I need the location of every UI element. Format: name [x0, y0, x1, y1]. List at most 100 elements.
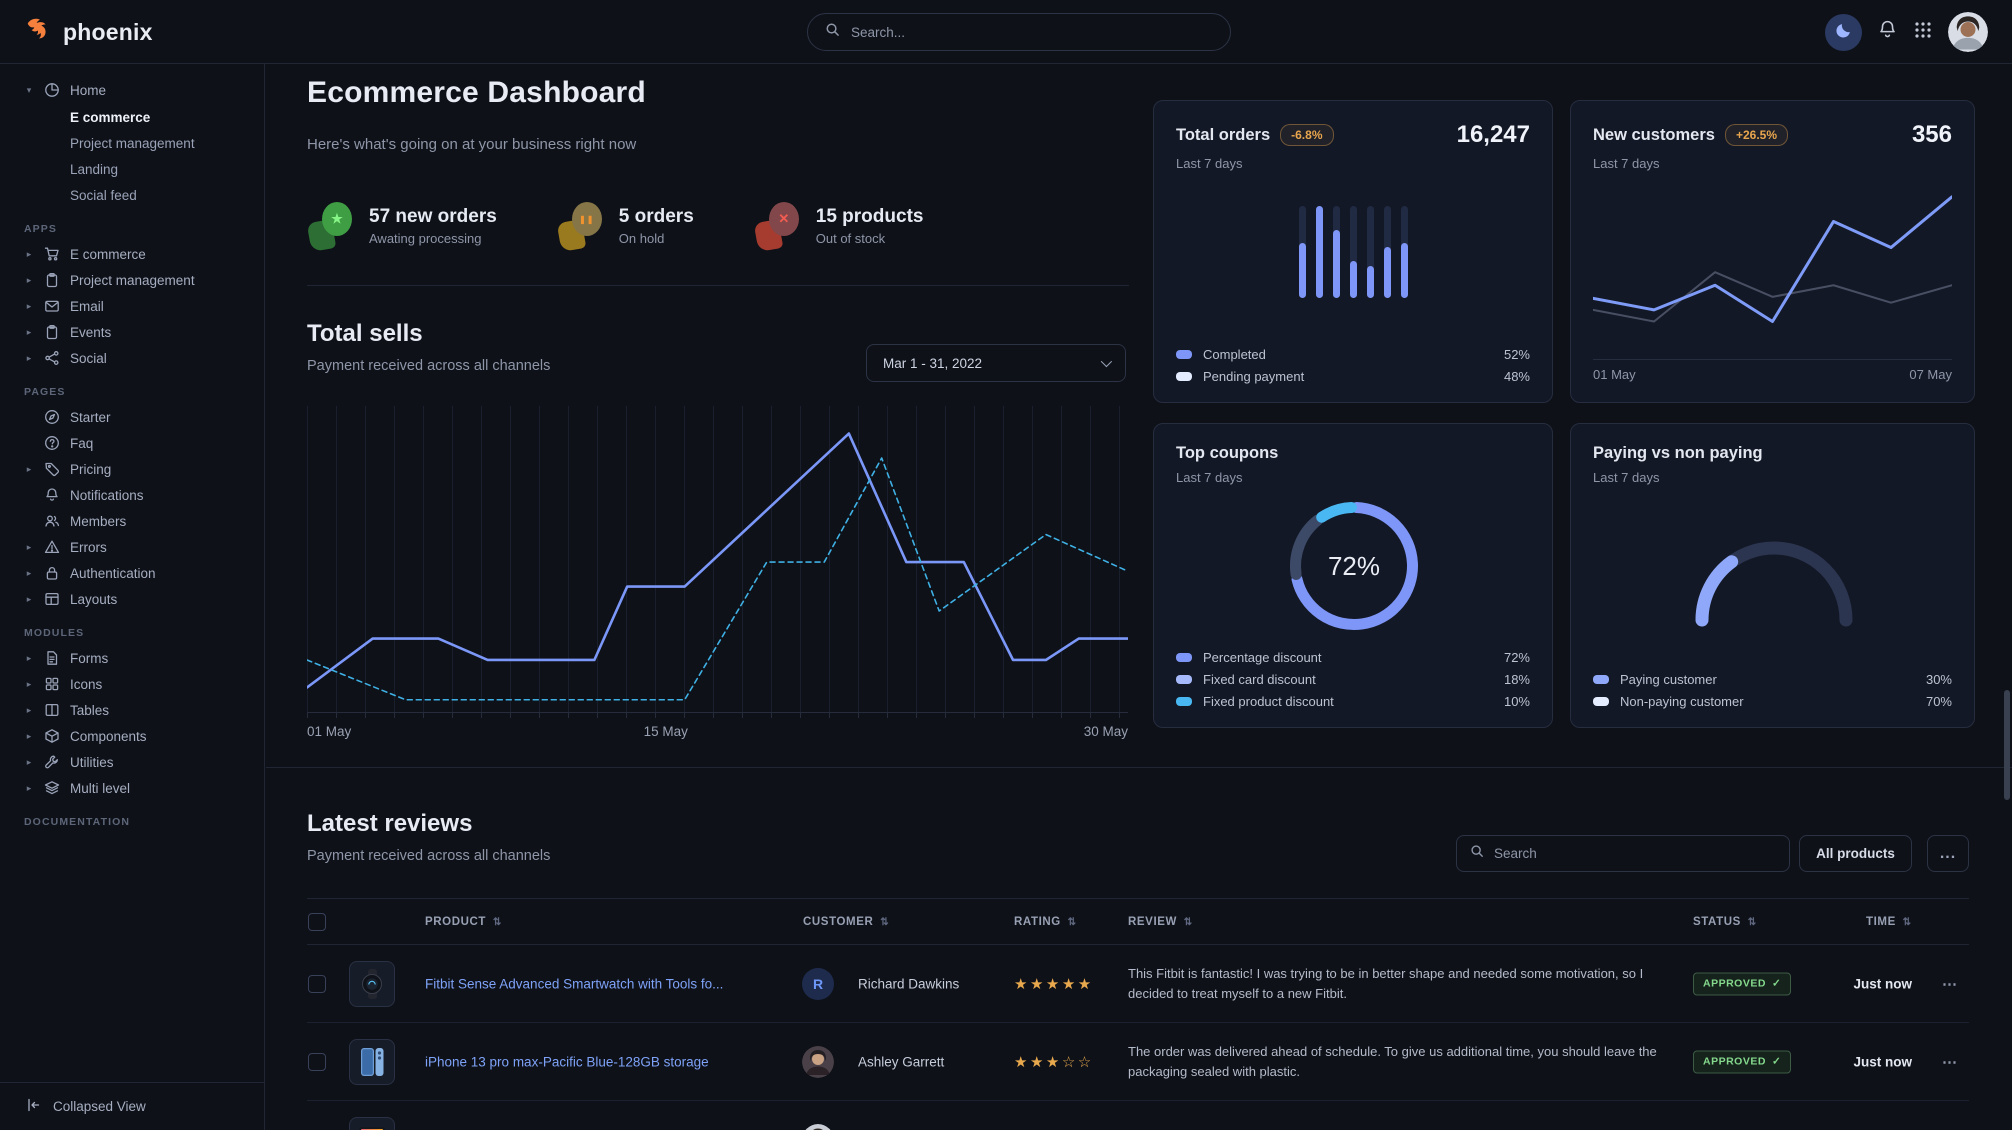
sidebar-item-e-commerce[interactable]: ▸ E commerce	[24, 241, 254, 267]
sidebar-item-starter[interactable]: Starter	[24, 404, 254, 430]
bar	[1383, 206, 1391, 298]
scrollbar-thumb[interactable]	[2004, 690, 2010, 800]
search-icon	[1470, 844, 1484, 863]
new-customers-line-chart	[1593, 191, 1952, 336]
reviews-more-button[interactable]: ...	[1927, 835, 1969, 872]
column-header-product[interactable]: PRODUCT ⇅	[425, 915, 502, 928]
sidebar-section-label-documentation: DOCUMENTATION	[24, 816, 131, 828]
legend-item-completed: Completed 52%	[1176, 343, 1530, 365]
sidebar-item-utilities[interactable]: ▸ Utilities	[24, 749, 254, 775]
caret-right-icon: ▸	[26, 678, 32, 689]
sidebar-item-components[interactable]: ▸ Components	[24, 723, 254, 749]
card-title: New customers	[1593, 125, 1715, 144]
sidebar-item-email[interactable]: ▸ Email	[24, 293, 254, 319]
column-header-rating[interactable]: RATING ⇅	[1014, 915, 1077, 928]
row-actions-button[interactable]: ⋯	[1942, 1053, 1958, 1071]
sidebar-item-authentication[interactable]: ▸ Authentication	[24, 560, 254, 586]
column-header-review[interactable]: REVIEW ⇅	[1128, 915, 1193, 928]
caret-right-icon: ▸	[26, 756, 32, 767]
sidebar-item-home[interactable]: ▾ Home	[24, 76, 254, 104]
warning-triangle-icon	[44, 539, 60, 555]
sidebar-item-faq[interactable]: Faq	[24, 430, 254, 456]
sidebar-item-notifications[interactable]: Notifications	[24, 482, 254, 508]
table-row: Fitbit Sense Advanced Smartwatch with To…	[307, 945, 1969, 1023]
top-coupons-card: Top coupons Last 7 days 72% Percentage d…	[1153, 423, 1553, 728]
sidebar-item-label: E commerce	[70, 246, 146, 262]
row-checkbox[interactable]	[308, 974, 326, 993]
all-products-button[interactable]: All products	[1799, 835, 1912, 872]
column-header-customer[interactable]: CUSTOMER ⇅	[803, 915, 890, 928]
caret-right-icon: ▸	[26, 704, 32, 715]
select-all-checkbox[interactable]	[308, 912, 326, 931]
legend-item-paying-customer: Paying customer 30%	[1593, 668, 1952, 690]
sidebar-item-e-commerce[interactable]: E commerce	[70, 109, 151, 125]
sidebar-item-label: Components	[70, 728, 147, 744]
legend-value: 72%	[1503, 649, 1530, 665]
glyph-circle: ★	[322, 202, 352, 236]
legend-label: Fixed product discount	[1203, 693, 1334, 709]
reviews-search-input[interactable]	[1494, 846, 1776, 861]
sort-icon: ⇅	[1902, 916, 1912, 928]
sidebar-item-errors[interactable]: ▸ Errors	[24, 534, 254, 560]
global-search[interactable]	[807, 13, 1231, 51]
product-link[interactable]: Fitbit Sense Advanced Smartwatch with To…	[425, 976, 724, 991]
x-label: 01 May	[1593, 367, 1636, 382]
sidebar-item-social-feed[interactable]: Social feed	[70, 187, 137, 203]
reviews-search[interactable]	[1456, 835, 1790, 872]
sidebar-item-multi-level[interactable]: ▸ Multi level	[24, 775, 254, 801]
sidebar-item-icons[interactable]: ▸ Icons	[24, 671, 254, 697]
stat-value: 15 products	[815, 206, 924, 227]
stats-row: ★ 57 new orders Awating processing ❚❚ 5 orde…	[306, 202, 924, 252]
customer-avatar: R	[802, 967, 834, 1000]
trend-badge: +26.5%	[1724, 124, 1789, 146]
review-time: Just now	[1853, 976, 1912, 991]
legend-label: Pending payment	[1203, 368, 1305, 384]
sidebar-item-pricing[interactable]: ▸ Pricing	[24, 456, 254, 482]
notifications-button[interactable]	[1877, 19, 1898, 45]
theme-toggle-button[interactable]	[1825, 13, 1862, 51]
sidebar-item-forms[interactable]: ▸ Forms	[24, 645, 254, 671]
sidebar-item-social[interactable]: ▸ Social	[24, 345, 254, 371]
donut-center-value: 72%	[1327, 550, 1381, 581]
navbar-actions	[1825, 0, 1988, 64]
review-text: The order was delivered ahead of schedul…	[1128, 1043, 1657, 1079]
bar	[1332, 206, 1340, 298]
close-badge-icon: ✕	[753, 202, 800, 252]
sidebar-item-layouts[interactable]: ▸ Layouts	[24, 586, 254, 612]
date-range-select[interactable]: Mar 1 - 31, 2022	[866, 344, 1126, 382]
sidebar-item-tables[interactable]: ▸ Tables	[24, 697, 254, 723]
search-icon	[825, 22, 840, 42]
total-orders-card: Total orders -6.8% 16,247 Last 7 days Co…	[1153, 100, 1553, 403]
sidebar-item-project-management[interactable]: ▸ Project management	[24, 267, 254, 293]
sidebar-item-landing[interactable]: Landing	[70, 161, 119, 177]
sidebar-item-project-management[interactable]: Project management	[70, 135, 195, 151]
caret-right-icon: ▸	[26, 274, 32, 285]
brand-logo[interactable]: phoenix	[24, 0, 153, 64]
apps-menu-button[interactable]	[1913, 20, 1933, 45]
row-actions-button[interactable]: ⋯	[1942, 975, 1958, 993]
stat-5-orders: ❚❚ 5 orders On hold	[556, 202, 694, 252]
columns-icon	[44, 702, 60, 718]
card-title: Top coupons	[1176, 444, 1279, 462]
collapse-view-button[interactable]: Collapsed View	[0, 1082, 264, 1130]
sort-icon: ⇅	[492, 916, 502, 928]
legend-value: 30%	[1925, 671, 1952, 687]
sidebar-section-label-modules: MODULES	[24, 627, 85, 639]
user-avatar[interactable]	[1948, 12, 1988, 52]
product-link[interactable]: iPhone 13 pro max-Pacific Blue-128GB sto…	[425, 1054, 709, 1069]
column-header-status[interactable]: STATUS ⇅	[1693, 915, 1757, 928]
customer-avatar	[802, 1123, 834, 1130]
caret-down-icon: ▾	[26, 84, 32, 95]
sidebar-item-events[interactable]: ▸ Events	[24, 319, 254, 345]
search-input[interactable]	[851, 24, 1213, 40]
total-sells-subtitle: Payment received across all channels	[307, 358, 551, 374]
table-row: It's a Mac, after all. Once you've gone …	[307, 1101, 1969, 1130]
row-checkbox[interactable]	[308, 1052, 326, 1071]
glyph-circle: ❚❚	[571, 202, 602, 236]
column-header-time[interactable]: TIME ⇅	[1866, 915, 1912, 928]
bell-icon	[1877, 19, 1898, 45]
mail-icon	[44, 298, 60, 314]
caret-right-icon: ▸	[26, 463, 32, 474]
sidebar-item-members[interactable]: Members	[24, 508, 254, 534]
legend-swatch	[1176, 371, 1192, 381]
